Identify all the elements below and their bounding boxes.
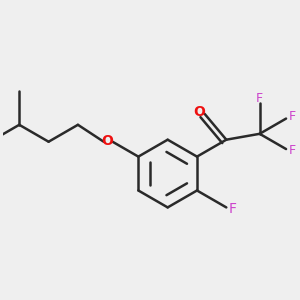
Text: F: F (228, 202, 236, 216)
Text: F: F (289, 110, 296, 123)
Text: F: F (289, 144, 296, 157)
Text: F: F (256, 92, 263, 105)
Text: O: O (193, 105, 205, 119)
Text: O: O (101, 134, 113, 148)
